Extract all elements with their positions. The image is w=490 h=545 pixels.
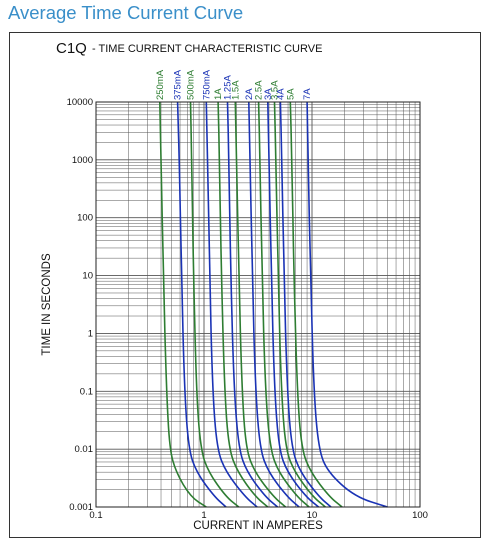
series-label: 500mA [186,69,197,100]
chart-frame: C1Q - TIME CURRENT CHARACTERISTIC CURVE … [9,32,481,538]
series-curve [226,101,279,508]
y-tick-label: 0.01 [75,444,94,455]
series-curve [176,101,227,508]
x-tick-label: 10 [307,510,318,521]
series-label: 3A [263,88,274,100]
time-current-chart: C1Q - TIME CURRENT CHARACTERISTIC CURVE … [41,40,428,532]
series-curve [217,101,269,508]
x-tick-label: 1 [201,510,206,521]
x-tick-label: 0.1 [89,510,102,521]
series-curve [267,101,320,508]
series-label: 250mA [155,69,166,100]
y-tick-label: 10000 [67,97,93,108]
y-tick-label: 0.001 [69,502,93,513]
series-label: 2.5A [254,80,265,100]
series-label: 2A [244,88,255,100]
series-label: 1.5A [230,80,241,100]
plot-area-border [95,101,421,508]
series-curve [289,101,343,508]
series-label: 5A [285,88,296,100]
series-curve [306,101,388,508]
series-curve [279,101,332,508]
x-tick-label: 100 [412,510,428,521]
series-label: 750mA [201,69,212,100]
series-curve [273,101,326,508]
series-curves [159,101,388,508]
series-curve [257,101,310,508]
y-tick-label: 0.1 [80,386,93,397]
series-curve [189,101,240,508]
series-curve [205,101,258,508]
grid [95,102,420,508]
axis-ticks: 0.1 1 10 100 0.001 0.01 0.1 1 10 100 1000 10000 [67,97,428,521]
y-tick-label: 100 [77,213,93,224]
series-label: 7A [302,88,313,100]
series-label: 375mA [173,69,184,100]
series-label: 4A [275,88,286,100]
y-tick-label: 1 [88,328,93,339]
y-tick-label: 1000 [72,155,93,166]
series-label: 3.5A [270,80,281,100]
chart-title-code: C1Q [56,40,87,57]
y-tick-label: 10 [82,271,93,282]
series-curve [159,101,207,508]
series-curve [248,101,300,508]
series-curve [234,101,287,508]
x-axis-label: CURRENT IN AMPERES [193,520,323,532]
chart-title: - TIME CURRENT CHARACTERISTIC CURVE [92,43,322,55]
series-label: 1A [213,88,224,100]
page-heading: Average Time Current Curve [8,2,244,23]
series-label: 1.25A [222,75,233,100]
y-axis-label: TIME IN SECONDS [41,253,53,356]
